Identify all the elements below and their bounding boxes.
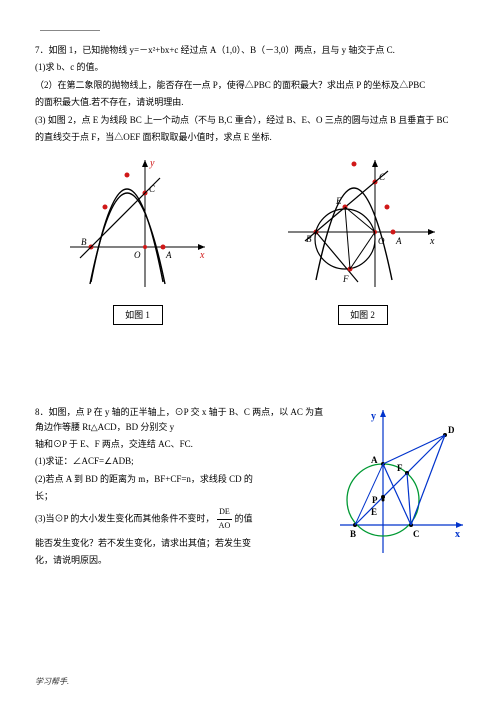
q7-line1: 7．如图 1，已知抛物线 y=－x²+bx+c 经过点 A（1,0）、B（－3,…	[35, 43, 465, 57]
fig2-label: 如图 2	[338, 305, 388, 325]
main-content: 7．如图 1，已知抛物线 y=－x²+bx+c 经过点 A（1,0）、B（－3,…	[35, 43, 465, 571]
q8-line8: 化，请说明原因。	[35, 553, 327, 567]
q7-line3: （2）在第二象限的抛物线上，能否存在一点 P，使得△PBC 的面积最大？求出点 …	[35, 78, 465, 92]
q8-line6a: (3)当⊙P 的大小发生变化而其他条件不变时，	[35, 514, 214, 524]
footer-text: 学习帮手.	[35, 676, 69, 689]
svg-text:x: x	[199, 250, 205, 261]
frac-num: DE	[217, 506, 233, 520]
q8-line3: (1)求证：∠ACF=∠ADB;	[35, 454, 327, 468]
q8-line4: (2)若点 A 到 BD 的距离为 m，BF+CF=n，求线段 CD 的	[35, 472, 327, 486]
figure-1: x y A B O	[60, 152, 210, 296]
figure-2: x B A O C E	[280, 152, 440, 296]
svg-text:A: A	[165, 250, 172, 260]
svg-text:B: B	[350, 529, 356, 539]
fig1-label: 如图 1	[113, 305, 163, 325]
svg-text:C: C	[413, 529, 420, 539]
svg-text:F: F	[397, 463, 403, 473]
svg-text:E: E	[371, 507, 377, 517]
fraction-de-ao: DE AO	[217, 506, 233, 533]
svg-text:y: y	[149, 158, 155, 169]
q8-block: 8．如图，点 P 在 y 轴的正半轴上，⊙P 交 x 轴于 B、C 两点，以 A…	[35, 405, 465, 571]
svg-text:E: E	[335, 196, 342, 206]
q8-line1: 8．如图，点 P 在 y 轴的正半轴上，⊙P 交 x 轴于 B、C 两点，以 A…	[35, 405, 327, 434]
q8-line6: (3)当⊙P 的大小发生变化而其他条件不变时， DE AO 的值	[35, 506, 327, 533]
q7-line5: (3) 如图 2，点 E 为线段 BC 上一个动点（不与 B,C 重合），经过 …	[35, 113, 465, 127]
header-rule	[40, 30, 100, 31]
q8-text: 8．如图，点 P 在 y 轴的正半轴上，⊙P 交 x 轴于 B、C 两点，以 A…	[35, 405, 327, 571]
figure-q8: x y P B C A D	[335, 405, 465, 571]
svg-text:O: O	[378, 236, 385, 246]
svg-text:y: y	[371, 411, 376, 422]
svg-text:A: A	[395, 236, 402, 246]
q7-line2: (1)求 b、c 的值。	[35, 60, 465, 74]
q8-line5: 长；	[35, 489, 327, 503]
svg-text:F: F	[342, 274, 349, 284]
svg-text:x: x	[455, 529, 460, 540]
q8-line7: 能否发生变化？若不发生变化，请求出其值；若发生变	[35, 536, 327, 550]
q8-line6b: 的值	[234, 514, 252, 524]
figure-labels: 如图 1 如图 2	[35, 305, 465, 325]
figures-row: x y A B O	[35, 152, 465, 296]
svg-text:x: x	[429, 236, 435, 247]
frac-den: AO	[217, 520, 233, 533]
q8-line2: 轴和⊙P 于 E、F 两点，交连结 AC、FC.	[35, 437, 327, 451]
svg-text:A: A	[371, 455, 378, 465]
svg-text:D: D	[448, 425, 455, 435]
svg-text:B: B	[81, 237, 87, 247]
svg-text:O: O	[134, 250, 141, 260]
q7-line6: 的直线交于点 F，当△OEF 面积取取最小值时，求点 E 坐标.	[35, 130, 465, 144]
q7-line4: 的面积最大值.若不存在，请说明理由.	[35, 95, 465, 109]
